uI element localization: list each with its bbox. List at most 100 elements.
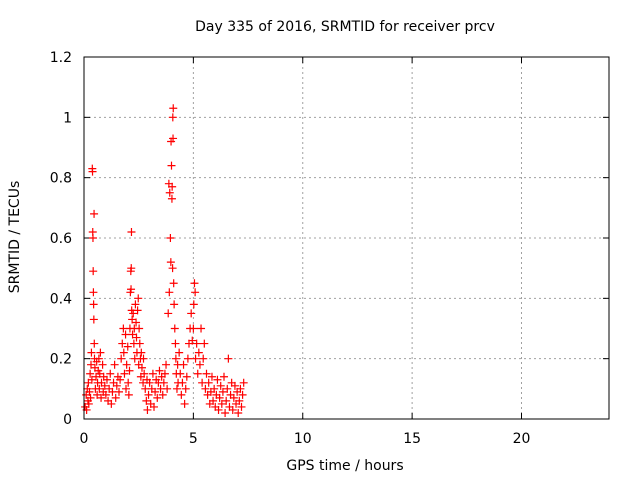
data-point [229,393,238,402]
data-point [169,279,178,288]
data-point [129,309,138,318]
data-point [160,369,169,378]
data-point [162,360,171,369]
data-point [168,113,177,122]
data-point [106,369,115,378]
data-point [132,318,141,327]
data-point [236,384,245,393]
x-tick-label: 10 [294,431,312,447]
data-point [220,372,228,381]
data-point [153,393,162,402]
data-point [221,408,230,417]
data-point [131,300,140,309]
data-point [86,369,95,378]
data-point [214,405,223,414]
data-point [87,348,96,357]
data-point [180,399,189,408]
data-point [150,402,158,411]
data-point [237,402,246,411]
data-point [218,387,227,396]
data-point [192,339,201,348]
x-tick-label: 15 [403,431,421,447]
data-point [127,227,136,236]
data-point [235,396,244,405]
data-point [122,360,131,369]
data-point [100,381,109,390]
data-point [170,300,179,309]
data-point [120,369,129,378]
data-point [135,324,144,333]
data-point [137,348,146,357]
data-point [112,381,121,390]
y-axis-label: SRMTID / TECUs [7,181,23,294]
data-point [230,381,239,390]
data-point [168,264,177,273]
data-point [89,267,98,276]
data-point [164,309,173,318]
data-point [107,399,116,408]
data-point [194,348,203,357]
data-point [118,339,127,348]
data-point [223,384,232,393]
data-point [127,264,136,273]
data-point [133,306,142,315]
data-point [132,333,141,342]
data-point [189,324,198,333]
data-point [165,188,174,197]
data-point [89,288,98,297]
data-point [137,363,146,372]
data-point [191,354,200,363]
data-point [115,387,123,396]
chart-title: Day 335 of 2016, SRMTID for receiver prc… [195,19,495,35]
data-point [181,384,190,393]
data-point [207,372,216,381]
x-tick-label: 5 [189,431,198,447]
data-point [123,342,132,351]
data-point [121,330,130,339]
data-point [135,339,144,348]
data-point [142,396,151,405]
data-point [171,354,180,363]
data-point [204,378,213,387]
data-point [158,390,167,399]
data-point [195,360,204,369]
data-point [116,375,125,384]
data-point [217,399,226,408]
data-point [102,375,111,384]
data-point [193,369,202,378]
data-point [199,354,208,363]
data-point [88,234,97,242]
data-points [81,104,248,417]
data-point [159,378,168,387]
data-point [215,393,224,402]
data-point [110,360,119,369]
data-point [117,354,126,363]
data-point [144,390,153,399]
data-point [84,399,93,408]
data-point [86,393,95,402]
data-point [222,396,231,405]
data-point [89,315,98,324]
data-point [238,390,247,399]
data-point [169,134,178,143]
x-tick-label: 20 [513,431,531,447]
data-point [90,339,99,348]
data-point [216,381,225,390]
data-point [183,354,192,363]
data-point [89,300,98,309]
data-point [179,360,188,369]
data-point [178,378,187,387]
data-point [111,393,120,402]
data-point [122,384,130,393]
data-point [228,405,237,414]
data-point [125,366,134,375]
y-tick-label: 1.2 [50,50,72,66]
data-point [143,405,152,414]
data-point [124,378,133,387]
data-point [168,182,177,191]
data-point [172,384,181,393]
data-point [87,375,96,384]
data-point [98,360,107,369]
y-tick-label: 0.4 [50,291,72,307]
